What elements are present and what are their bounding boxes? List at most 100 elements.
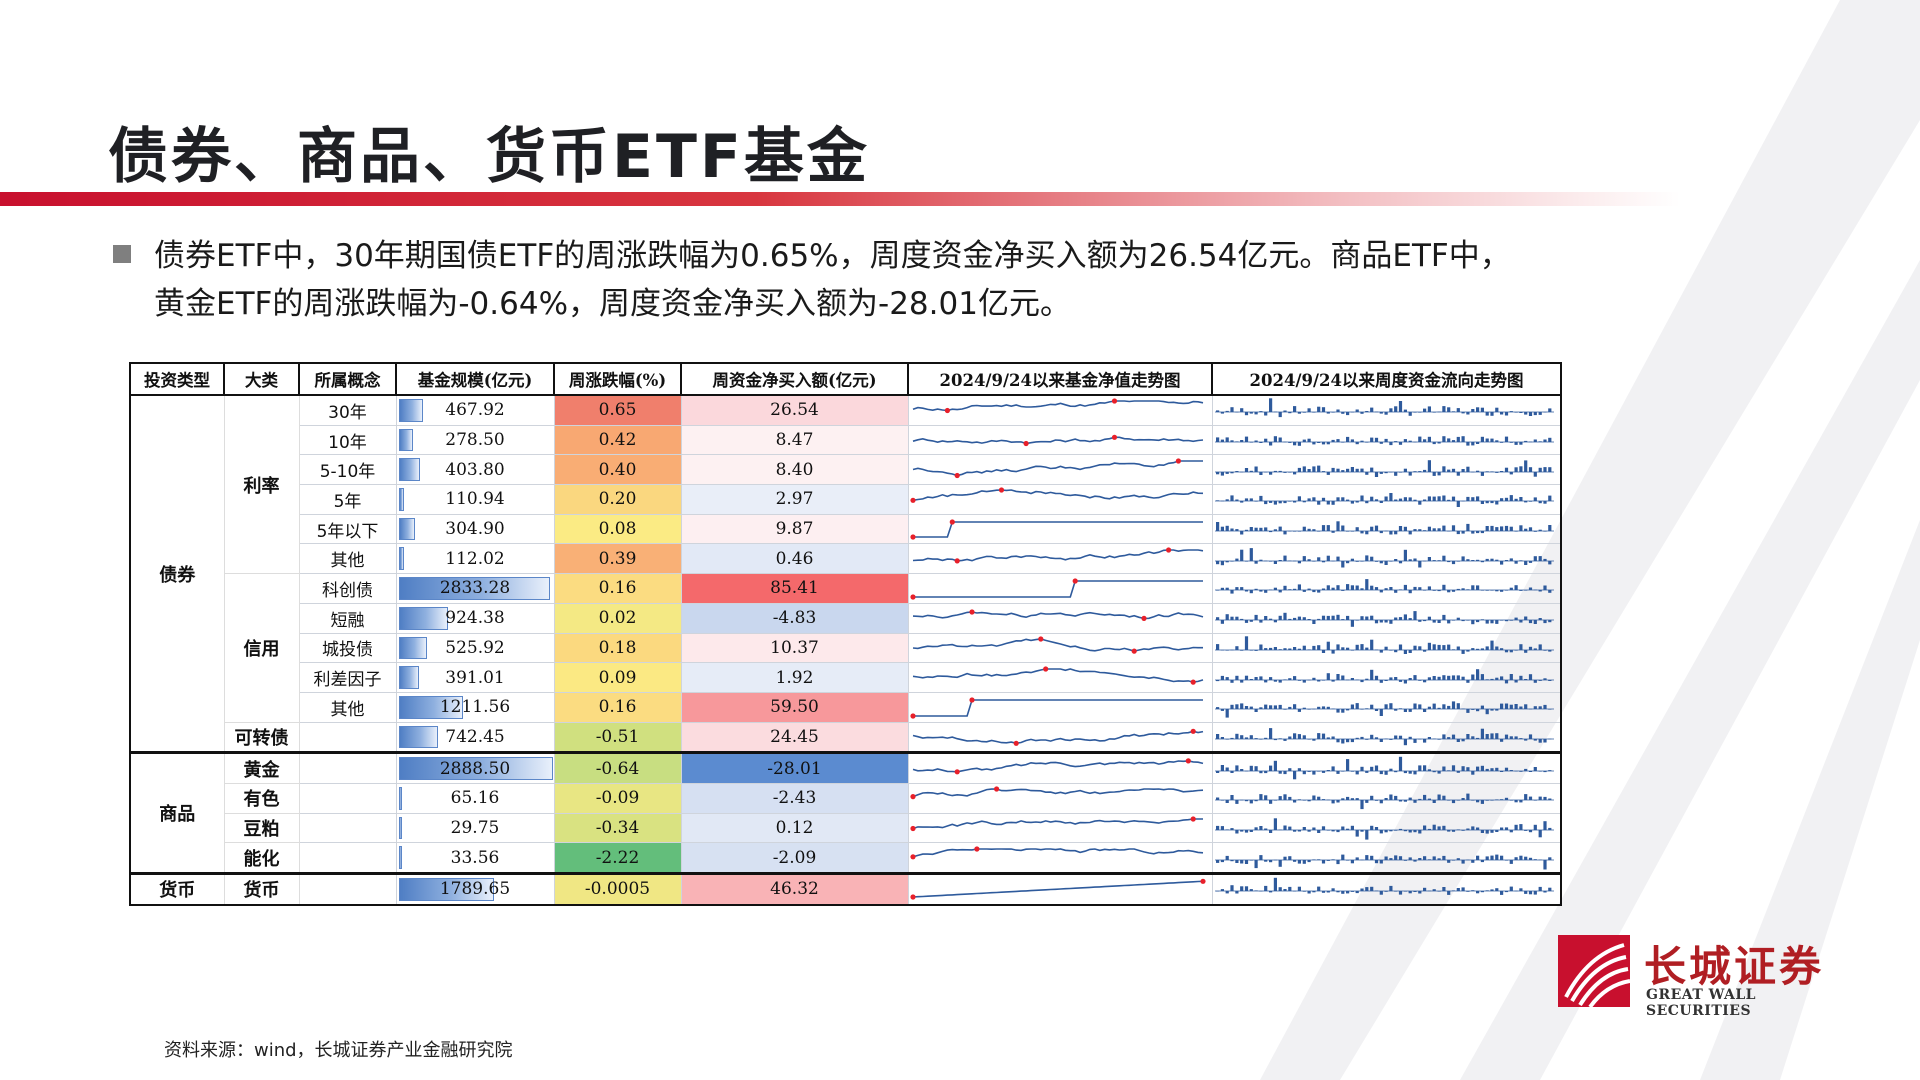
nav-sparkline-max-marker [968,609,975,615]
flow-column-bar [1321,588,1325,591]
table-row: 城投债 525.92 0.18 10.37 [130,632,1562,664]
flow-column-bar [1475,620,1479,623]
flow-column-bar [1514,442,1518,445]
flow-column-bar [1302,800,1306,801]
flow-column-bar [1379,531,1383,534]
flow-column-bar [1316,858,1320,860]
concept-cell: 5-10年 [298,454,397,486]
nav-sparkline-max-marker [1042,665,1048,672]
flow-column-bar [1528,646,1532,650]
flow-column-bar [1494,709,1498,711]
nav-sparkline [909,578,1203,601]
flow-column-bar [1427,768,1431,771]
nav-sparkline-min-marker [909,594,916,601]
flow-column-bar [1374,411,1378,413]
flow-column-bar [1384,646,1388,650]
flow-column-bar [1335,468,1340,472]
flow-column-bar [1398,442,1402,445]
flow-column-bar [1355,679,1359,680]
flow-column-bar [1388,620,1392,624]
flow-column-bar [1523,891,1527,895]
flow-column-bar [1499,620,1503,621]
flow-column-bar [1307,679,1311,680]
flow-column-bar [1403,770,1407,773]
nav-sparkline-min-marker [1013,740,1019,746]
flow-column-bar [1398,891,1402,895]
flow-column-bar [1239,440,1243,443]
flow-column-bar [1364,471,1368,475]
nav-sparkline [912,757,1203,774]
flow-column-bar [1446,891,1450,896]
flow-column-bar [1249,765,1253,771]
flow-column-bar [1547,525,1551,532]
fund-scale-cell: 112.02 [395,543,555,575]
flow-column-bar [1422,709,1426,713]
flow-column-bar [1244,590,1248,592]
flow-column-bar [1461,676,1465,680]
flow-column-bar [1273,529,1277,532]
header-invest-type: 投资类型 [129,362,225,396]
flow-column-bar [1379,412,1383,414]
etf-table: 投资类型 大类 所属概念 基金规模(亿元) 周涨跌幅(%) 周资金净买入额(亿元… [129,362,1562,906]
flow-column-bar [1287,501,1291,503]
nav-sparkline [909,816,1203,832]
flow-column-bar [1278,705,1282,710]
flow-column-bar [1451,674,1455,680]
nav-sparkline-max-marker [1072,578,1078,585]
flow-column-bar [1499,855,1503,860]
flow-column-bar [1369,407,1373,413]
flow-column-bar [1249,590,1253,594]
flow-column-bar [1326,737,1330,739]
flow-column-bar [1364,770,1368,773]
flow-column-bar [1470,674,1474,680]
flow-column-bar [1287,619,1291,621]
flow-column-bar [1538,770,1542,772]
nav-sparkline-min-marker [909,853,916,860]
fund-scale-value: 1211.56 [439,697,511,718]
flow-column-bar [1355,501,1359,503]
flow-column-bar [1220,620,1224,624]
flow-column-bar [1412,587,1417,591]
flow-column-bar [1369,586,1373,591]
header-weekly-net-flow: 周资金净买入额(亿元) [680,362,909,396]
flow-column-bar [1268,471,1272,475]
flow-columns-cell [1211,721,1562,754]
flow-column-bar [1350,704,1354,710]
flow-column-bar [1398,756,1402,771]
concept-cell: 30年 [298,394,397,426]
flow-column-bar [1518,824,1522,830]
flow-column-bar [1485,800,1489,801]
flow-column-bar [1331,736,1335,739]
flow-column-bar [1234,646,1238,650]
flow-column-bar [1282,501,1287,504]
flow-column-bar [1437,738,1441,740]
flow-column-bar [1239,679,1243,683]
flow-column-bar [1533,620,1537,625]
nav-sparkline-max-marker [993,786,999,792]
header-concept: 所属概念 [298,362,397,396]
flow-column-bar [1369,526,1373,532]
flow-column-bar [1225,499,1229,502]
nav-sparkline-cell [907,782,1213,814]
fund-scale-cell: 2888.50 [395,751,555,784]
flow-column-bar [1359,766,1364,771]
flow-column-bar [1340,412,1344,415]
flow-column-bar [1422,649,1426,652]
flow-column-bar [1244,800,1248,802]
flow-column-bar [1432,644,1436,650]
flow-column-bar [1533,738,1537,741]
flow-column-bar [1538,501,1542,504]
flow-column-bar [1398,499,1402,502]
flow-column-bar [1542,439,1547,443]
flow-column-bar [1249,829,1253,832]
flow-column-bar [1225,614,1229,621]
fund-scale-cell: 29.75 [395,812,555,844]
flow-column-bar [1302,617,1306,621]
category-gold: 黄金 [223,751,300,784]
flow-column-bar [1523,738,1527,741]
fund-scale-value: 403.80 [445,459,505,480]
flow-column-bar [1335,497,1340,502]
flow-column-bar [1374,709,1378,712]
flow-column-bar [1379,709,1383,717]
flow-column-bar [1518,770,1522,772]
